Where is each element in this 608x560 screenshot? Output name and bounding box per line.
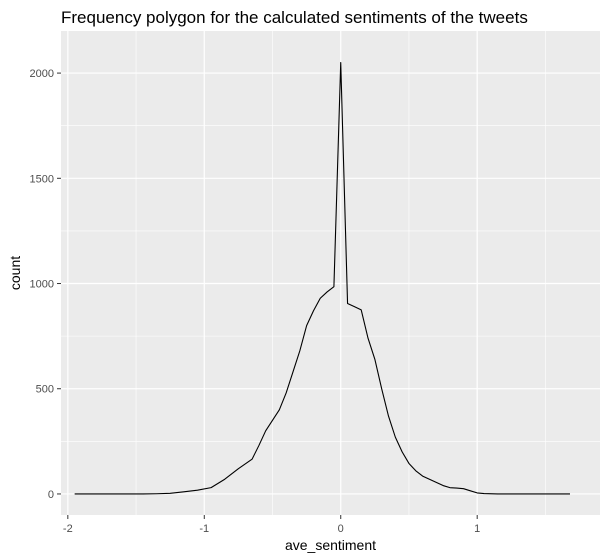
y-tick-label: 0 [48, 489, 54, 501]
y-tick-label: 1000 [30, 279, 54, 291]
x-axis: -2 -1 0 1 [63, 515, 480, 535]
y-axis-title: count [7, 256, 23, 290]
minor-gridlines [61, 31, 600, 515]
plot-panel [61, 31, 600, 515]
frequency-polygon-line [74, 62, 570, 495]
y-tick-label: 500 [36, 384, 54, 396]
y-tick-label: 1500 [30, 173, 54, 185]
x-tick-label: -2 [63, 523, 73, 535]
y-tick-label: 2000 [30, 68, 54, 80]
chart-title: Frequency polygon for the calculated sen… [61, 8, 528, 27]
x-tick-label: -1 [199, 523, 209, 535]
x-tick-label: 0 [338, 523, 344, 535]
x-axis-title: ave_sentiment [285, 537, 376, 553]
major-gridlines [61, 31, 600, 515]
y-axis: 0 500 1000 1500 2000 [30, 68, 61, 501]
series-layer [74, 62, 570, 495]
x-tick-label: 1 [474, 523, 480, 535]
